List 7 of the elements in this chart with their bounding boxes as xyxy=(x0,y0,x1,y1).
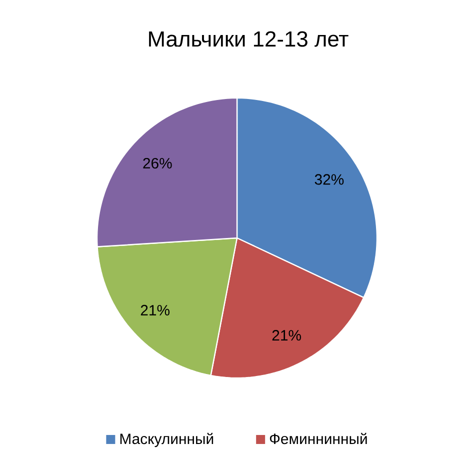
data-label: 21% xyxy=(140,304,170,316)
data-label: 21% xyxy=(272,330,301,341)
data-label: 26% xyxy=(143,158,172,169)
legend-label: Феминнинный xyxy=(270,432,367,444)
chart-title: Мальчики 12-13 лет xyxy=(149,31,348,47)
legend-label: Маскулинный xyxy=(120,432,214,448)
data-label: 32% xyxy=(314,174,344,185)
